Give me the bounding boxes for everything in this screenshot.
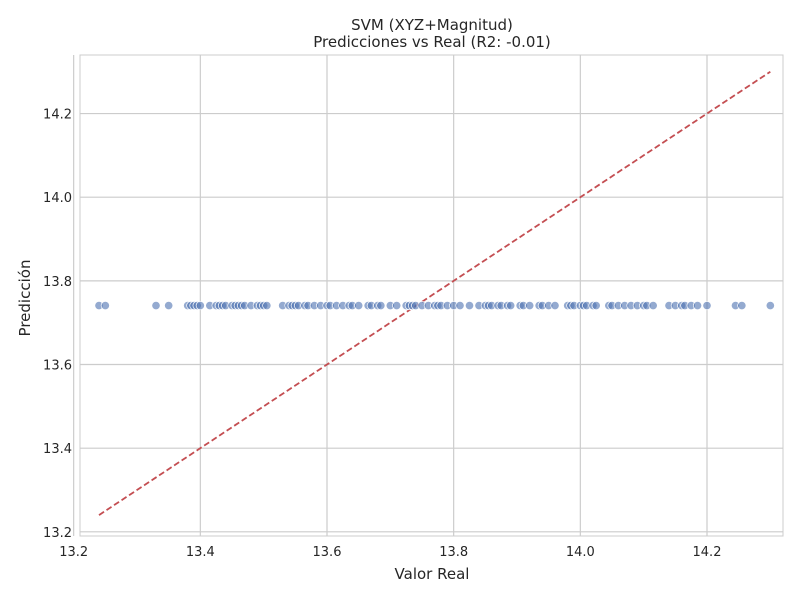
data-point	[591, 300, 601, 311]
data-point	[392, 300, 402, 311]
y-axis-label: Predicción	[16, 260, 34, 337]
x-tick-label: 14.2	[693, 545, 722, 560]
data-point	[737, 300, 747, 311]
x-tick-label: 13.4	[186, 545, 215, 560]
data-point	[354, 300, 364, 311]
x-tick-label: 13.6	[313, 545, 342, 560]
y-tick-labels: 13.2 13.4 13.6 13.8 14.0 14.2	[43, 108, 72, 541]
y-tick-label: 14.2	[43, 108, 72, 123]
y-tick-label: 13.4	[43, 442, 72, 457]
data-point	[195, 300, 205, 311]
y-tick-label: 13.8	[43, 275, 72, 290]
x-tick-labels: 13.2 13.4 13.6 13.8 14.0 14.2	[59, 545, 721, 560]
plot-frame	[79, 54, 784, 537]
y-tick-label: 13.6	[43, 359, 72, 374]
x-tick-label: 14.0	[566, 545, 595, 560]
data-point	[525, 300, 535, 311]
y-tick-label: 14.0	[43, 191, 72, 206]
data-point	[262, 300, 272, 311]
x-tick-label: 13.2	[59, 545, 88, 560]
data-point	[164, 300, 174, 311]
grid	[73, 55, 783, 536]
chart-subtitle: Predicciones vs Real (R2: -0.01)	[313, 33, 551, 51]
reference-line	[98, 70, 771, 516]
chart-title: SVM (XYZ+Magnitud)	[351, 16, 513, 34]
x-axis-label: Valor Real	[395, 565, 470, 583]
data-point	[376, 300, 386, 311]
data-points	[94, 300, 775, 311]
data-point	[648, 300, 658, 311]
data-point	[765, 300, 775, 311]
data-point	[702, 300, 712, 311]
data-point	[550, 300, 560, 311]
data-point	[151, 300, 161, 311]
data-point	[100, 300, 110, 311]
data-point	[464, 300, 475, 311]
x-tick-label: 13.8	[439, 545, 468, 560]
data-point	[692, 300, 703, 311]
data-point	[506, 300, 516, 311]
data-point	[455, 300, 465, 311]
y-tick-label: 13.2	[43, 526, 72, 541]
